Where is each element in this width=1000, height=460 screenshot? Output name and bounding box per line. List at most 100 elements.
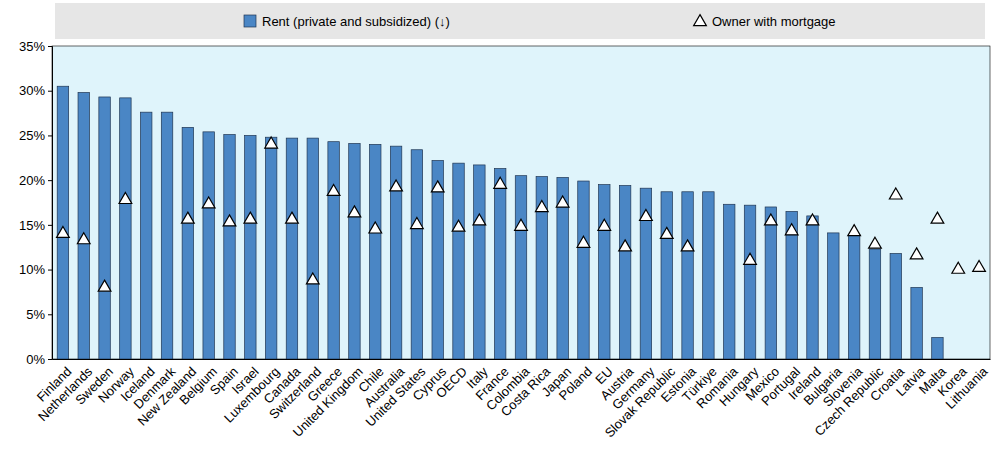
bar bbox=[911, 287, 922, 359]
marker bbox=[973, 260, 986, 271]
y-tick-mark bbox=[48, 46, 52, 47]
bar bbox=[828, 233, 839, 359]
marker bbox=[327, 184, 340, 195]
bar bbox=[203, 132, 214, 359]
bar bbox=[494, 169, 505, 359]
y-tick-mark bbox=[48, 314, 52, 315]
marker bbox=[369, 222, 382, 233]
bar bbox=[328, 142, 339, 359]
marker bbox=[265, 137, 278, 148]
bar bbox=[349, 143, 360, 359]
marker bbox=[452, 220, 465, 231]
bar bbox=[786, 211, 797, 359]
y-tick-mark bbox=[48, 225, 52, 226]
marker bbox=[660, 227, 673, 238]
x-axis: FinlandNetherlandsSwedenNorwayIcelandDen… bbox=[34, 359, 991, 440]
bar bbox=[224, 135, 235, 359]
y-tick: 30% bbox=[19, 83, 52, 98]
y-tick-label: 30% bbox=[19, 83, 45, 98]
legend-label: Rent (private and subsidized) (↓) bbox=[262, 14, 450, 29]
y-tick-label: 20% bbox=[19, 173, 45, 188]
marker bbox=[494, 177, 507, 188]
legend: Rent (private and subsidized) (↓) Owner w… bbox=[55, 3, 985, 39]
bar bbox=[286, 138, 297, 359]
marker bbox=[535, 201, 548, 212]
bar bbox=[848, 235, 859, 359]
bar bbox=[57, 86, 68, 359]
x-tick: Poland bbox=[556, 359, 595, 403]
marker bbox=[869, 237, 882, 248]
legend-item: Rent (private and subsidized) (↓) bbox=[244, 14, 450, 29]
marker bbox=[223, 215, 236, 226]
legend-swatch bbox=[244, 15, 256, 27]
x-tick-label: Lithuania bbox=[943, 363, 991, 411]
y-tick-label: 15% bbox=[19, 218, 45, 233]
y-tick: 15% bbox=[19, 218, 52, 233]
marker bbox=[119, 192, 132, 203]
marker bbox=[577, 236, 590, 247]
bar-series bbox=[57, 86, 943, 359]
marker bbox=[556, 196, 569, 207]
x-tick: United Kingdom bbox=[290, 359, 366, 440]
y-tick-mark bbox=[48, 180, 52, 181]
marker bbox=[411, 218, 424, 229]
y-tick: 5% bbox=[26, 307, 52, 322]
marker bbox=[681, 240, 694, 251]
y-tick-mark bbox=[48, 91, 52, 92]
marker bbox=[244, 212, 257, 223]
x-tick-label: Poland bbox=[556, 364, 595, 403]
legend-label: Owner with mortgage bbox=[712, 14, 836, 29]
bar bbox=[640, 188, 651, 359]
marker bbox=[744, 253, 757, 264]
bar bbox=[661, 192, 672, 359]
marker bbox=[910, 248, 923, 259]
y-tick-mark bbox=[48, 270, 52, 271]
chart: 0%5%10%15%20%25%30%35%FinlandNetherlands… bbox=[0, 0, 1000, 460]
y-tick: 35% bbox=[19, 39, 52, 54]
marker-series bbox=[57, 137, 986, 291]
y-tick-label: 10% bbox=[19, 262, 45, 277]
bar bbox=[370, 144, 381, 359]
bar bbox=[932, 338, 943, 359]
marks bbox=[57, 86, 986, 359]
x-tick-label: United Kingdom bbox=[290, 364, 366, 440]
marker bbox=[286, 212, 299, 223]
y-tick-label: 5% bbox=[26, 307, 45, 322]
bar bbox=[120, 98, 131, 359]
marker bbox=[952, 262, 965, 273]
bar bbox=[265, 137, 276, 359]
bar bbox=[140, 112, 151, 359]
marker bbox=[619, 240, 632, 251]
plot: 0%5%10%15%20%25%30%35%FinlandNetherlands… bbox=[19, 39, 991, 441]
y-tick-mark bbox=[48, 135, 52, 136]
marker bbox=[431, 181, 444, 192]
bar bbox=[619, 186, 630, 359]
bar bbox=[161, 112, 172, 359]
bar bbox=[578, 181, 589, 359]
marker bbox=[182, 212, 195, 223]
bar bbox=[869, 249, 880, 359]
marker bbox=[202, 197, 215, 208]
marker bbox=[848, 225, 861, 236]
legend-item: Owner with mortgage bbox=[694, 14, 836, 29]
y-tick-label: 25% bbox=[19, 128, 45, 143]
bar bbox=[599, 185, 610, 359]
marker bbox=[640, 209, 653, 220]
bar bbox=[765, 207, 776, 359]
marker bbox=[57, 226, 70, 237]
bar bbox=[744, 205, 755, 359]
marker bbox=[806, 214, 819, 225]
bar bbox=[453, 163, 464, 359]
bar bbox=[536, 177, 547, 359]
bar bbox=[432, 160, 443, 359]
marker bbox=[390, 180, 403, 191]
plot-background bbox=[52, 46, 990, 359]
marker bbox=[889, 188, 902, 199]
bar bbox=[807, 216, 818, 359]
y-tick-label: 35% bbox=[19, 39, 45, 54]
x-axis-line bbox=[53, 359, 991, 360]
bar bbox=[682, 192, 693, 359]
marker bbox=[348, 206, 361, 217]
bar bbox=[703, 192, 714, 359]
y-axis-line bbox=[48, 47, 53, 360]
